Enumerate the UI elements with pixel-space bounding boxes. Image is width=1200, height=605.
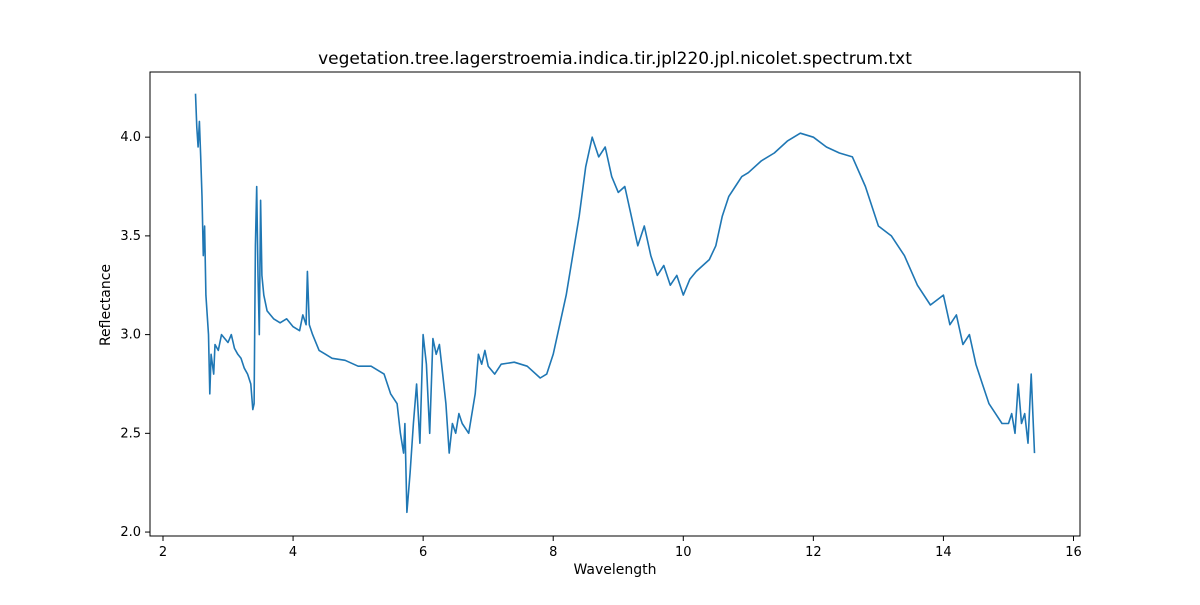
chart-title: vegetation.tree.lagerstroemia.indica.tir…: [318, 49, 912, 69]
reflectance-series-line: [194, 93, 1036, 514]
x-tick-label: 6: [419, 545, 427, 560]
x-tick-label: 10: [675, 545, 692, 560]
x-axis-label: Wavelength: [573, 562, 656, 578]
y-axis-ticks: 2.0 2.5 3.0 3.5 4.0: [120, 130, 150, 540]
x-tick-label: 4: [289, 545, 297, 560]
x-tick-label: 16: [1065, 545, 1082, 560]
plot-frame: [149, 71, 1081, 537]
y-tick-label: 4.0: [120, 130, 141, 145]
x-axis-ticks: 2 4 6 8 10 12 14 16: [159, 536, 1082, 560]
series-layer: [194, 93, 1036, 514]
x-tick-label: 8: [549, 545, 557, 560]
y-axis-label: Reflectance: [98, 264, 114, 346]
x-tick-label: 12: [805, 545, 822, 560]
y-tick-label: 3.5: [120, 229, 141, 244]
y-tick-label: 3.0: [120, 328, 141, 343]
y-tick-label: 2.0: [120, 525, 141, 540]
x-tick-label: 14: [935, 545, 952, 560]
y-tick-label: 2.5: [120, 426, 141, 441]
x-tick-label: 2: [159, 545, 167, 560]
